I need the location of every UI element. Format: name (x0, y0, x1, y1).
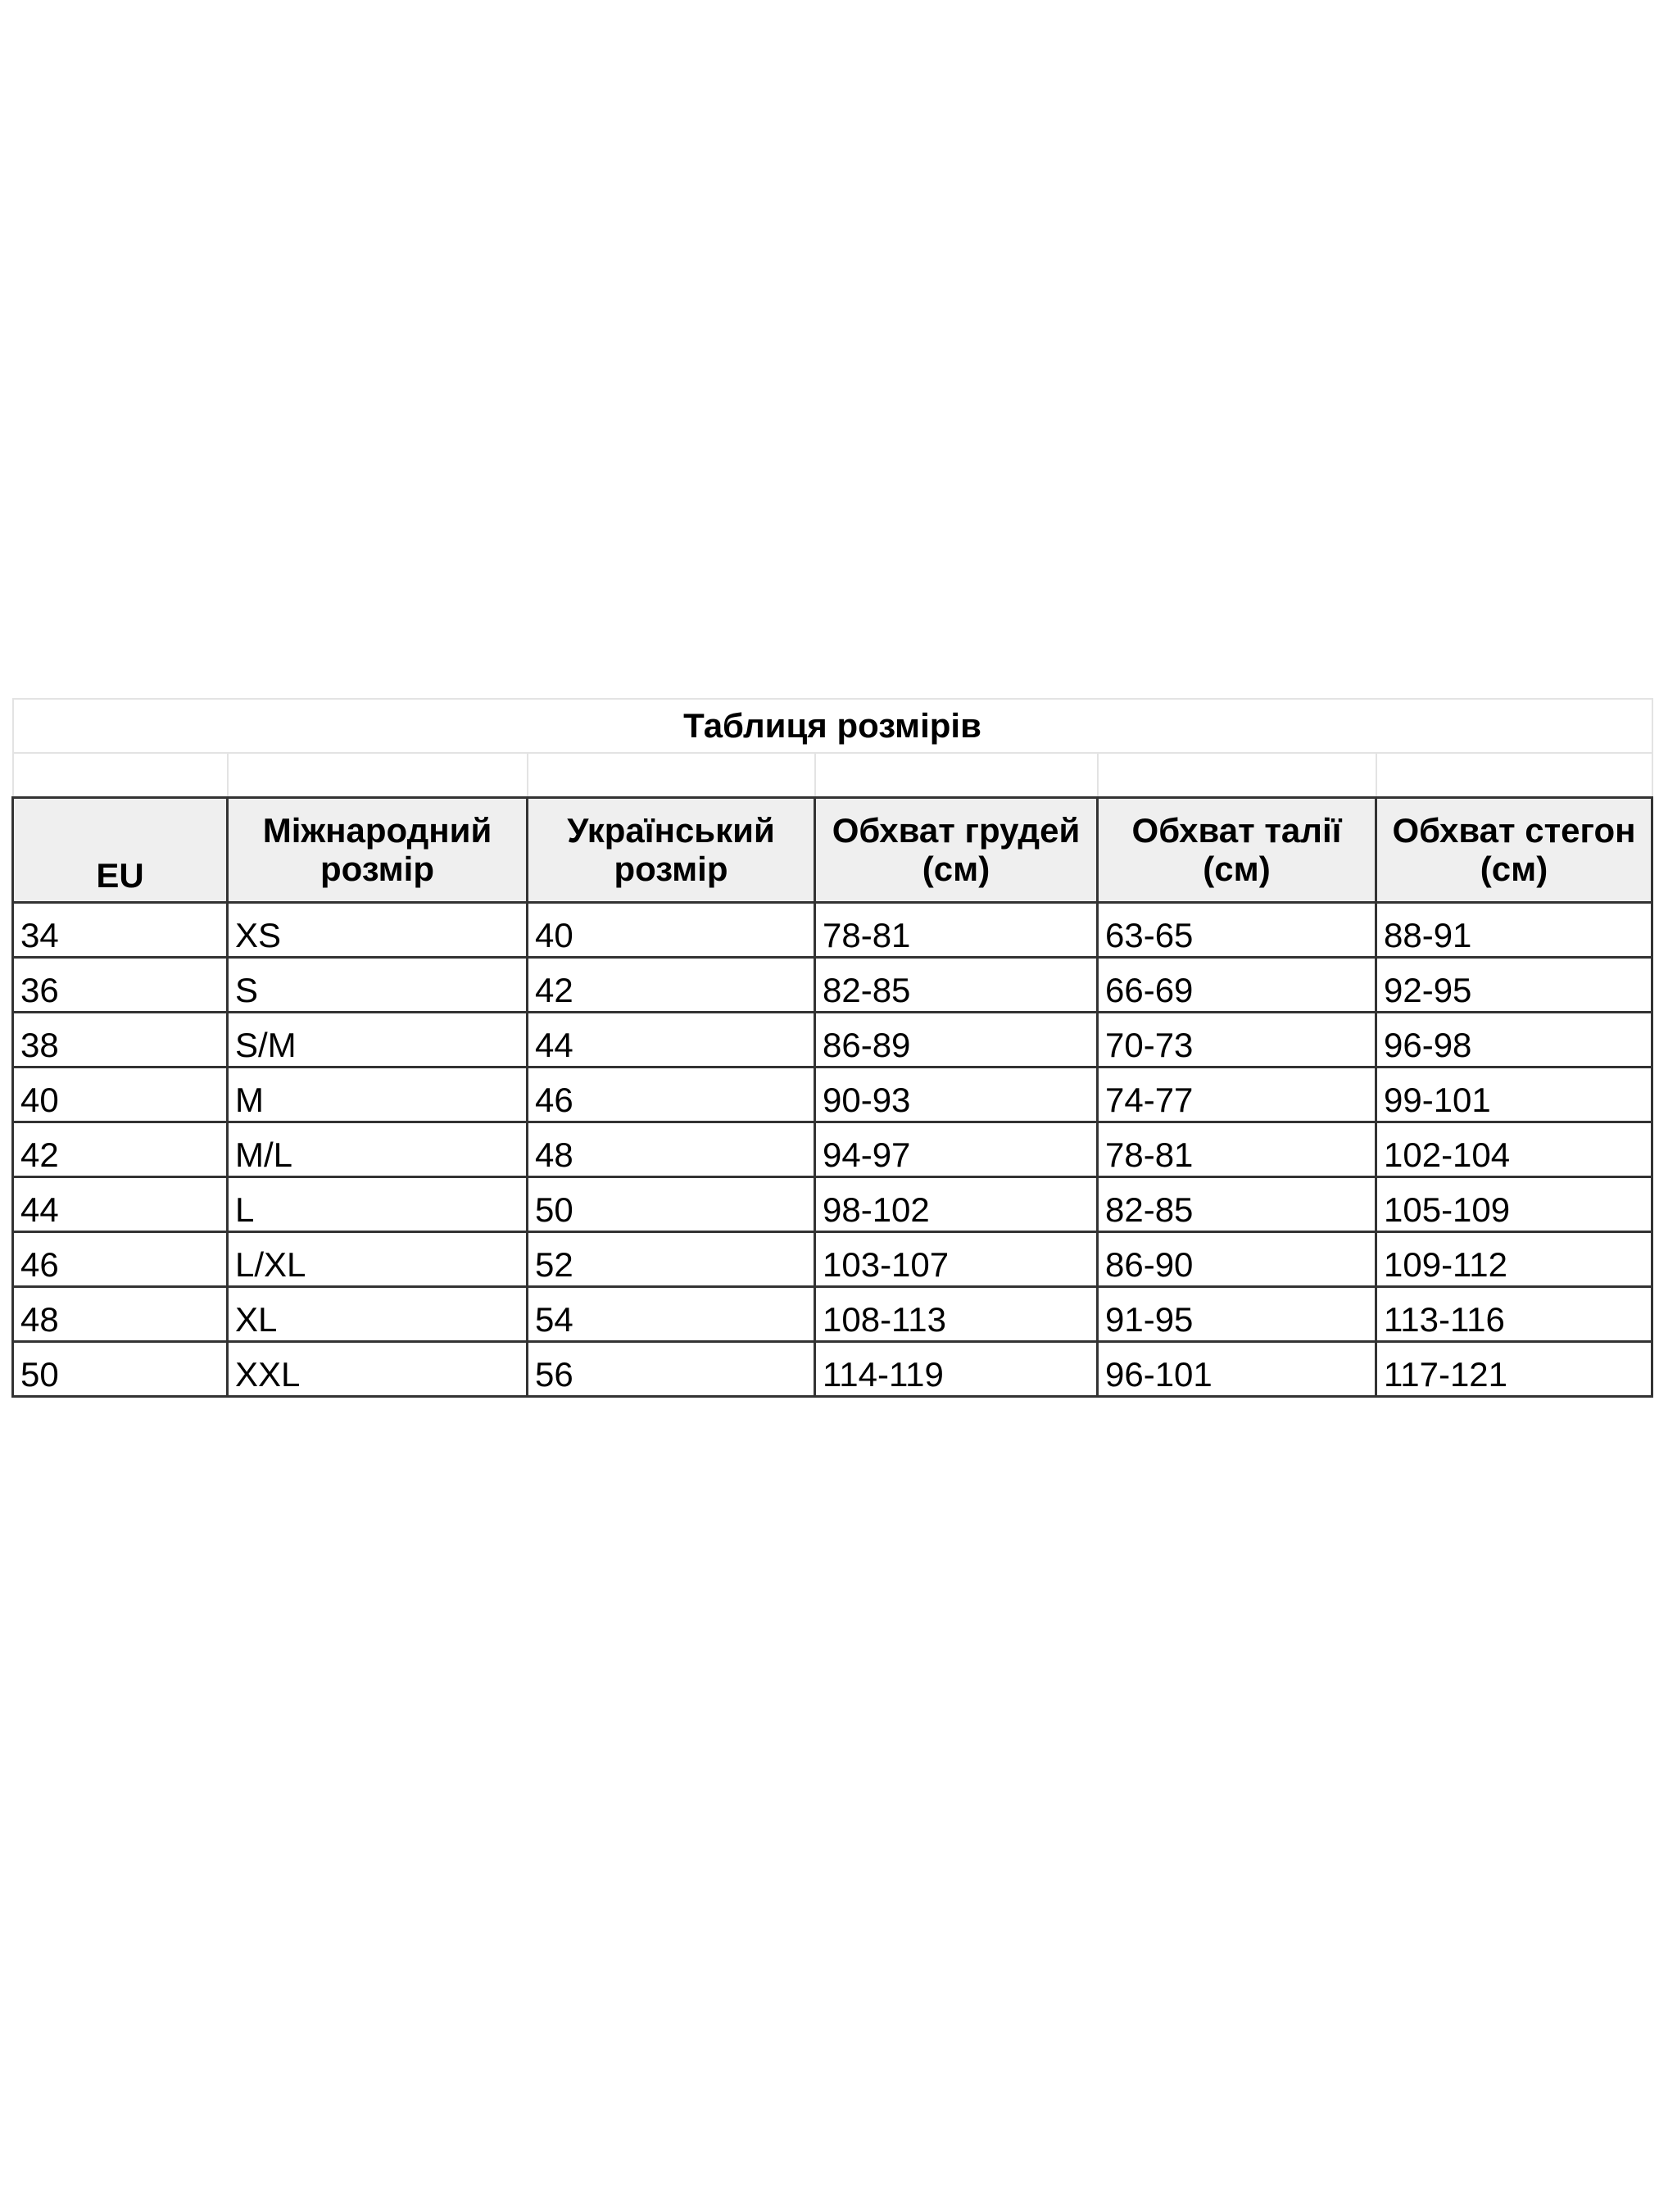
cell-eu: 38 (11, 1011, 229, 1068)
cell-eu: 36 (11, 956, 229, 1013)
cell-waist: 86-90 (1096, 1231, 1377, 1288)
cell-eu: 34 (11, 901, 229, 959)
table-row: 50 XXL 56 114-119 96-101 117-121 (11, 1340, 1653, 1398)
cell-international: S/M (226, 1011, 528, 1068)
cell-hips: 113-116 (1375, 1285, 1653, 1343)
cell-eu: 48 (11, 1285, 229, 1343)
cell-eu: 44 (11, 1176, 229, 1233)
cell-ukrainian: 40 (526, 901, 816, 959)
blank-cell (1096, 752, 1377, 799)
blank-cell (226, 752, 528, 799)
cell-hips: 99-101 (1375, 1066, 1653, 1123)
cell-ukrainian: 42 (526, 956, 816, 1013)
blank-cell (526, 752, 816, 799)
cell-hips: 109-112 (1375, 1231, 1653, 1288)
cell-chest: 78-81 (814, 901, 1099, 959)
cell-international: XL (226, 1285, 528, 1343)
cell-chest: 103-107 (814, 1231, 1099, 1288)
cell-hips: 117-121 (1375, 1340, 1653, 1398)
blank-row (11, 752, 1653, 799)
header-eu: EU (11, 796, 229, 904)
cell-international: S (226, 956, 528, 1013)
cell-ukrainian: 52 (526, 1231, 816, 1288)
header-international-size: Міжнародний розмір (226, 796, 528, 904)
cell-hips: 105-109 (1375, 1176, 1653, 1233)
cell-ukrainian: 50 (526, 1176, 816, 1233)
cell-chest: 98-102 (814, 1176, 1099, 1233)
cell-ukrainian: 48 (526, 1121, 816, 1178)
cell-international: XS (226, 901, 528, 959)
table-row: 36 S 42 82-85 66-69 92-95 (11, 956, 1653, 1013)
cell-hips: 88-91 (1375, 901, 1653, 959)
cell-international: XXL (226, 1340, 528, 1398)
cell-hips: 102-104 (1375, 1121, 1653, 1178)
cell-eu: 50 (11, 1340, 229, 1398)
cell-chest: 86-89 (814, 1011, 1099, 1068)
cell-waist: 91-95 (1096, 1285, 1377, 1343)
cell-waist: 82-85 (1096, 1176, 1377, 1233)
cell-chest: 94-97 (814, 1121, 1099, 1178)
cell-international: L (226, 1176, 528, 1233)
cell-chest: 82-85 (814, 956, 1099, 1013)
table-title: Таблиця розмірів (11, 698, 1653, 754)
header-hips: Обхват стегон (см) (1375, 796, 1653, 904)
cell-chest: 114-119 (814, 1340, 1099, 1398)
size-chart: Таблиця розмірів EU Міжнародний розмір У… (11, 698, 1653, 1398)
size-table: Таблиця розмірів EU Міжнародний розмір У… (11, 698, 1653, 1398)
cell-waist: 70-73 (1096, 1011, 1377, 1068)
cell-eu: 40 (11, 1066, 229, 1123)
cell-eu: 46 (11, 1231, 229, 1288)
cell-hips: 96-98 (1375, 1011, 1653, 1068)
header-chest: Обхват грудей (см) (814, 796, 1099, 904)
header-ukrainian-size: Український розмір (526, 796, 816, 904)
cell-chest: 90-93 (814, 1066, 1099, 1123)
table-row: 38 S/M 44 86-89 70-73 96-98 (11, 1011, 1653, 1068)
table-row: 44 L 50 98-102 82-85 105-109 (11, 1176, 1653, 1233)
blank-cell (1375, 752, 1653, 799)
cell-ukrainian: 54 (526, 1285, 816, 1343)
cell-waist: 74-77 (1096, 1066, 1377, 1123)
cell-waist: 63-65 (1096, 901, 1377, 959)
cell-eu: 42 (11, 1121, 229, 1178)
table-row: 34 XS 40 78-81 63-65 88-91 (11, 901, 1653, 959)
blank-cell (11, 752, 229, 799)
table-row: 40 M 46 90-93 74-77 99-101 (11, 1066, 1653, 1123)
title-row: Таблиця розмірів (11, 698, 1653, 754)
header-waist: Обхват талії (см) (1096, 796, 1377, 904)
blank-cell (814, 752, 1099, 799)
cell-waist: 66-69 (1096, 956, 1377, 1013)
cell-ukrainian: 56 (526, 1340, 816, 1398)
table-row: 48 XL 54 108-113 91-95 113-116 (11, 1285, 1653, 1343)
table-row: 42 M/L 48 94-97 78-81 102-104 (11, 1121, 1653, 1178)
cell-international: M (226, 1066, 528, 1123)
cell-ukrainian: 44 (526, 1011, 816, 1068)
cell-hips: 92-95 (1375, 956, 1653, 1013)
cell-international: M/L (226, 1121, 528, 1178)
table-row: 46 L/XL 52 103-107 86-90 109-112 (11, 1231, 1653, 1288)
cell-waist: 78-81 (1096, 1121, 1377, 1178)
cell-international: L/XL (226, 1231, 528, 1288)
cell-waist: 96-101 (1096, 1340, 1377, 1398)
cell-ukrainian: 46 (526, 1066, 816, 1123)
header-row: EU Міжнародний розмір Український розмір… (11, 796, 1653, 904)
cell-chest: 108-113 (814, 1285, 1099, 1343)
